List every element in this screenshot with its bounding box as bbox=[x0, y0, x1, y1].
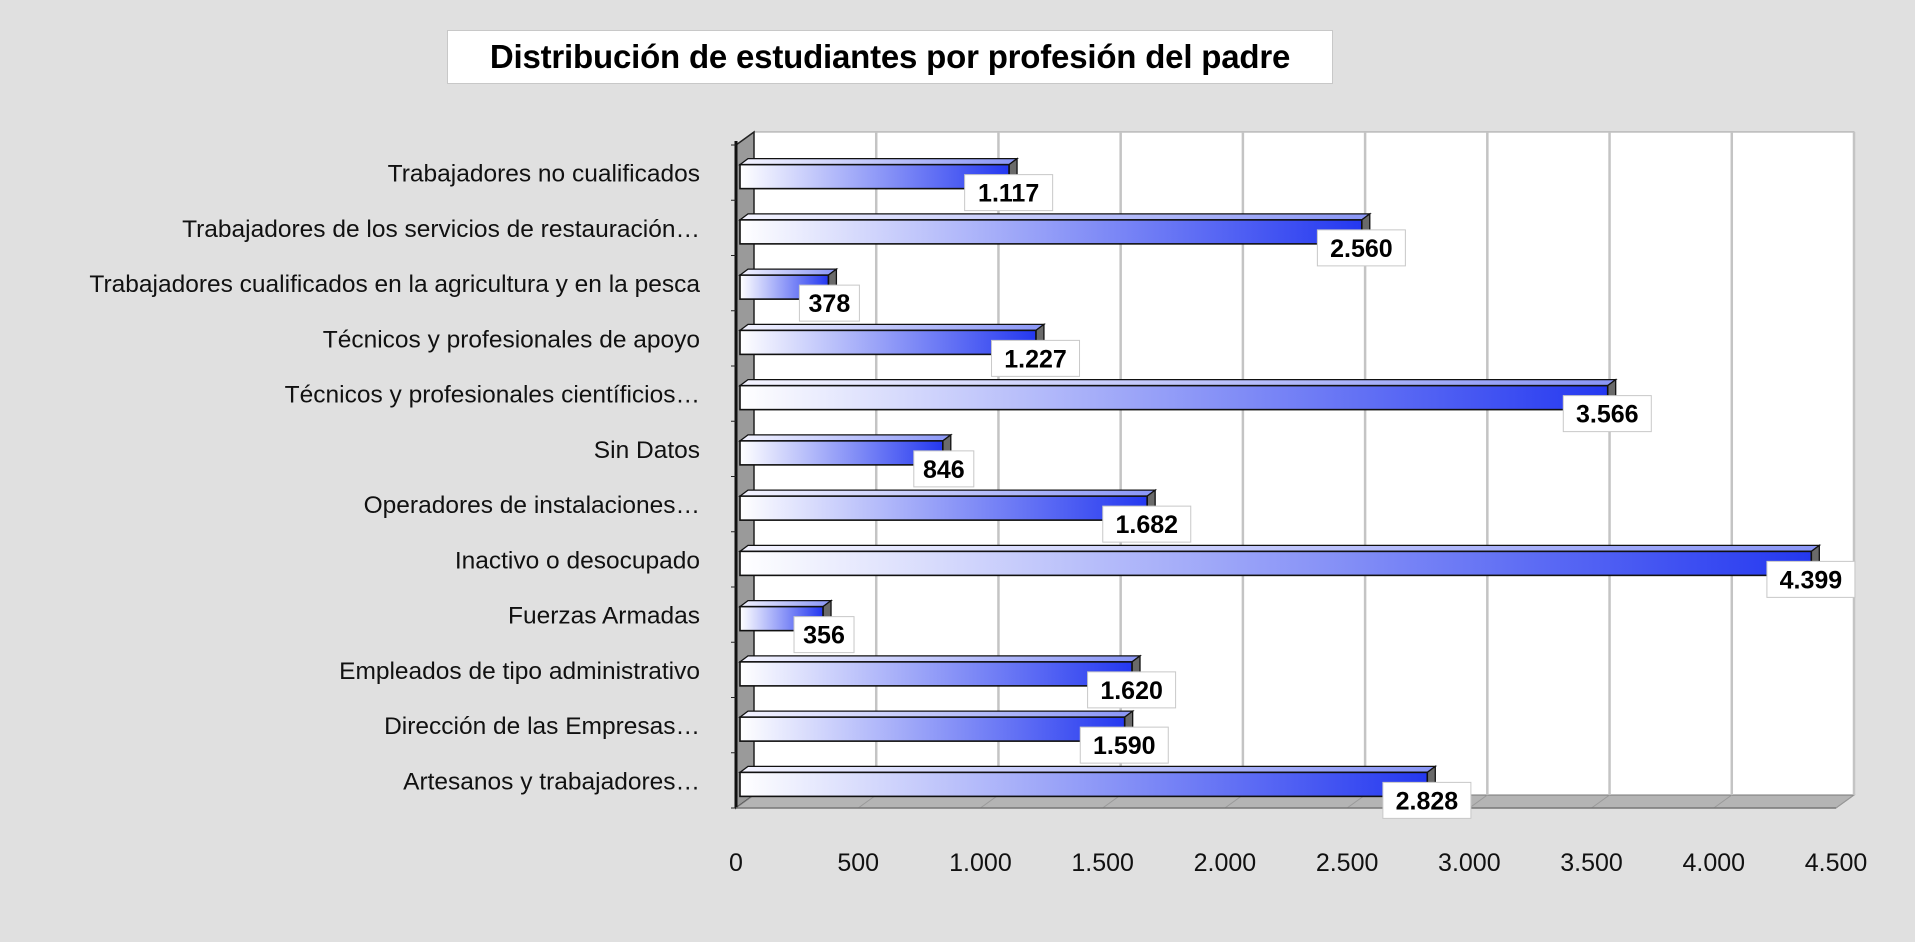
category-label: Inactivo o desocupado bbox=[455, 547, 700, 574]
data-label-text: 1.117 bbox=[978, 180, 1039, 208]
bar-top-face bbox=[738, 323, 1046, 332]
category-label: Técnicos y profesionales científicios… bbox=[285, 382, 700, 409]
bar-top-face bbox=[738, 655, 1142, 663]
bar bbox=[738, 212, 1372, 246]
data-label-text: 2.828 bbox=[1396, 787, 1459, 815]
bar bbox=[738, 654, 1142, 688]
x-tick-label: 3.000 bbox=[1438, 849, 1501, 877]
data-label: 846 bbox=[913, 450, 975, 488]
x-tick-label: 0 bbox=[729, 849, 743, 877]
data-label-box bbox=[1382, 781, 1472, 819]
data-label-box bbox=[1766, 560, 1856, 598]
chart-title-box: Distribución de estudiantes por profesió… bbox=[447, 30, 1333, 84]
category-label: Sin Datos bbox=[594, 437, 700, 464]
bar-top-face bbox=[738, 268, 839, 276]
x-tick-label: 500 bbox=[837, 849, 879, 877]
category-label: Empleados de tipo administrativo bbox=[339, 658, 700, 685]
data-label: 1.117 bbox=[964, 174, 1054, 212]
bar-front-face bbox=[739, 716, 1126, 742]
data-label: 2.828 bbox=[1382, 781, 1472, 819]
bar bbox=[738, 765, 1438, 798]
data-label-text: 1.620 bbox=[1100, 677, 1163, 705]
bar-top-face bbox=[738, 213, 1372, 221]
category-label: Artesanos y trabajadores… bbox=[403, 768, 700, 795]
chart-title: Distribución de estudiantes por profesió… bbox=[489, 38, 1291, 75]
gridline-floor bbox=[1591, 794, 1610, 809]
data-label-box bbox=[991, 339, 1081, 377]
data-label-box bbox=[913, 450, 975, 488]
data-label: 1.620 bbox=[1087, 671, 1177, 709]
x-tick-label: 2.500 bbox=[1316, 849, 1379, 877]
bar-front-face bbox=[739, 661, 1133, 687]
x-tick-label: 4.500 bbox=[1805, 849, 1868, 877]
bar-front-face bbox=[739, 329, 1037, 356]
bar-top-face bbox=[738, 544, 1822, 553]
data-labels: 1.117 2.560 378 1.227 3.566 846 1.682 4.399 356 1… bbox=[793, 174, 1856, 819]
bar-front-face bbox=[739, 384, 1609, 411]
gridline-floor bbox=[1713, 794, 1733, 809]
data-label-text: 1.682 bbox=[1115, 511, 1178, 539]
x-tick-label: 1.000 bbox=[949, 849, 1012, 877]
bar bbox=[738, 488, 1158, 522]
data-label-text: 4.399 bbox=[1780, 566, 1843, 594]
bar-front-face bbox=[739, 771, 1429, 798]
data-label-box bbox=[1087, 671, 1177, 709]
bar-top-face bbox=[738, 710, 1135, 718]
gridline-floor bbox=[1835, 794, 1855, 809]
data-label-text: 3.566 bbox=[1576, 401, 1639, 429]
bar-front-face bbox=[739, 495, 1148, 521]
data-label-text: 1.227 bbox=[1004, 345, 1067, 373]
category-label: Operadores de instalaciones… bbox=[364, 492, 700, 519]
category-label: Dirección de las Empresas… bbox=[384, 713, 700, 740]
category-label: Fuerzas Armadas bbox=[508, 603, 700, 630]
x-tick-label: 1.500 bbox=[1071, 849, 1134, 877]
data-label: 2.560 bbox=[1316, 229, 1406, 267]
bar-front-face bbox=[739, 550, 1813, 577]
x-tick-label: 4.000 bbox=[1682, 849, 1745, 877]
bar bbox=[738, 544, 1822, 577]
bar-front-face bbox=[739, 219, 1363, 245]
bar-top-face bbox=[738, 378, 1618, 387]
x-tick-label: 3.500 bbox=[1560, 849, 1623, 877]
bar bbox=[738, 323, 1046, 356]
data-label-box bbox=[1316, 229, 1406, 267]
bar-top-face bbox=[738, 434, 953, 442]
category-label: Trabajadores cualificados en la agricult… bbox=[89, 271, 700, 298]
data-label-box bbox=[798, 284, 860, 322]
data-label: 1.227 bbox=[991, 339, 1081, 377]
data-label: 4.399 bbox=[1766, 560, 1856, 598]
data-label: 1.682 bbox=[1102, 505, 1192, 543]
data-label-box bbox=[1079, 726, 1169, 764]
data-label-text: 2.560 bbox=[1330, 235, 1393, 263]
gridline-floor bbox=[1469, 794, 1488, 809]
data-label-box bbox=[1102, 505, 1192, 543]
bar-top-face bbox=[738, 599, 833, 608]
data-label-box bbox=[793, 616, 855, 654]
data-label-text: 1.590 bbox=[1093, 732, 1156, 760]
bar-front-face bbox=[739, 440, 944, 466]
category-label: Trabajadores de los servicios de restaur… bbox=[182, 216, 700, 243]
bars bbox=[738, 157, 1822, 798]
data-label-box bbox=[1562, 395, 1652, 433]
data-label: 378 bbox=[798, 284, 860, 322]
category-label: Técnicos y profesionales de apoyo bbox=[323, 326, 700, 353]
data-label-box bbox=[964, 174, 1054, 212]
data-label-text: 378 bbox=[809, 290, 851, 318]
bar-top-face bbox=[738, 489, 1158, 497]
data-label-text: 846 bbox=[923, 456, 965, 484]
data-label-text: 356 bbox=[803, 622, 845, 650]
data-label: 1.590 bbox=[1079, 726, 1169, 764]
x-tick-label: 2.000 bbox=[1194, 849, 1257, 877]
bar bbox=[738, 378, 1618, 411]
category-label: Trabajadores no cualificados bbox=[388, 161, 700, 188]
bar bbox=[738, 709, 1135, 743]
data-label: 356 bbox=[793, 616, 855, 654]
bar-top-face bbox=[738, 157, 1019, 166]
bar-top-face bbox=[738, 765, 1438, 774]
data-label: 3.566 bbox=[1562, 395, 1652, 433]
